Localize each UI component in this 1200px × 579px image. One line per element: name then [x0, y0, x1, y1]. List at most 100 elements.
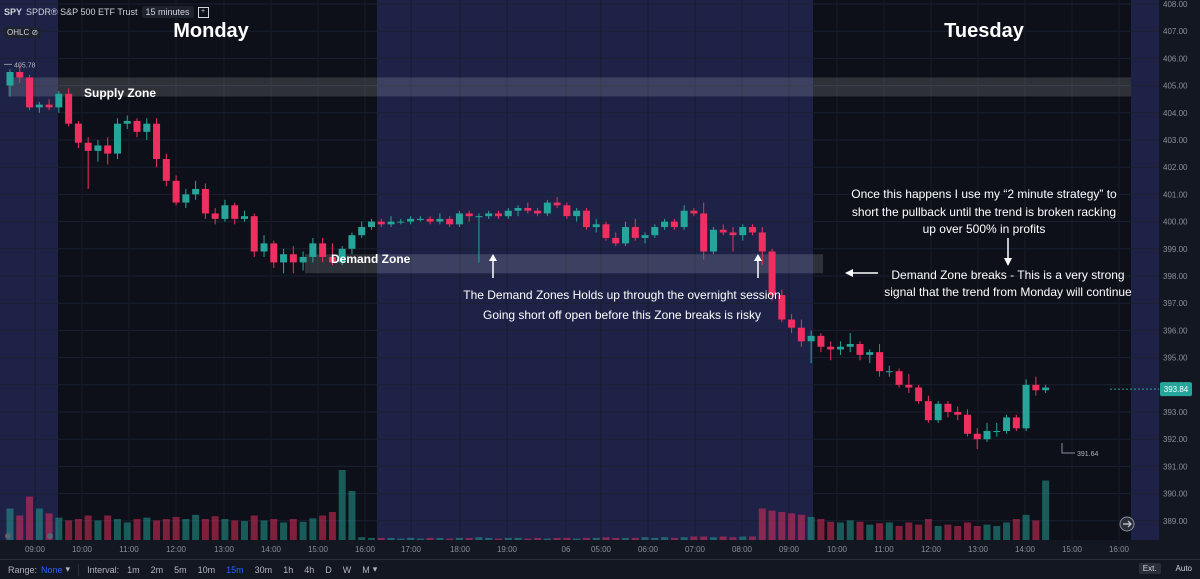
candle-body[interactable] — [377, 221, 385, 225]
candle-body[interactable] — [563, 205, 571, 217]
candle-body[interactable] — [631, 227, 639, 238]
candle-body[interactable] — [670, 221, 678, 228]
candle-body[interactable] — [338, 248, 346, 263]
candle-body[interactable] — [133, 120, 141, 132]
candle-body[interactable] — [778, 295, 786, 320]
candle-body[interactable] — [153, 123, 161, 160]
candle-body[interactable] — [993, 431, 1001, 433]
interval-option[interactable]: D — [325, 564, 332, 575]
candle-body[interactable] — [358, 227, 366, 236]
candle-body[interactable] — [328, 256, 336, 263]
time-axis[interactable] — [0, 540, 1159, 559]
candle-body[interactable] — [1003, 417, 1011, 432]
extended-hours-toggle[interactable]: Ext. — [1138, 563, 1161, 574]
candle-body[interactable] — [45, 104, 53, 108]
candle-body[interactable] — [475, 216, 483, 218]
candle-body[interactable] — [211, 213, 219, 219]
candle-body[interactable] — [651, 227, 659, 236]
candle-body[interactable] — [944, 403, 952, 412]
candle-body[interactable] — [221, 205, 229, 219]
arrow-right-icon[interactable] — [1123, 520, 1132, 528]
candle-body[interactable] — [836, 346, 844, 350]
candle-body[interactable] — [407, 218, 415, 222]
auto-scale-toggle[interactable]: Auto — [1175, 564, 1192, 573]
candle-body[interactable] — [485, 213, 493, 217]
candle-body[interactable] — [104, 145, 112, 154]
eye-off-icon[interactable]: ⊘ — [31, 28, 39, 37]
candle-body[interactable] — [446, 218, 454, 225]
candle-body[interactable] — [16, 72, 24, 78]
interval-option[interactable]: 10m — [197, 564, 216, 575]
symbol-header[interactable]: SPY SPDR® S&P 500 ETF Trust 15 minutes + — [4, 6, 209, 18]
price-axis[interactable] — [1159, 0, 1200, 559]
candle-body[interactable] — [240, 216, 248, 219]
candle-body[interactable] — [1032, 384, 1040, 391]
candle-body[interactable] — [299, 256, 307, 263]
candle-body[interactable] — [260, 243, 268, 252]
interval-option[interactable]: 1m — [127, 564, 140, 575]
range-select[interactable]: None — [41, 564, 63, 575]
candle-body[interactable] — [270, 243, 278, 263]
candle-body[interactable] — [231, 205, 239, 219]
candle-body[interactable] — [1022, 384, 1030, 429]
candle-body[interactable] — [905, 384, 913, 388]
candle-body[interactable] — [768, 251, 776, 296]
candle-body[interactable] — [983, 431, 991, 440]
candle-body[interactable] — [827, 346, 835, 350]
candle-body[interactable] — [280, 254, 288, 263]
candle-body[interactable] — [504, 210, 512, 217]
candle-body[interactable] — [885, 371, 893, 373]
candle-body[interactable] — [876, 352, 884, 372]
candle-body[interactable] — [74, 123, 82, 143]
candle-body[interactable] — [26, 77, 34, 108]
interval-option[interactable]: 1h — [283, 564, 294, 575]
candle-body[interactable] — [709, 229, 717, 252]
candle-body[interactable] — [963, 414, 971, 434]
interval-badge[interactable]: 15 minutes — [141, 6, 194, 18]
candle-body[interactable] — [895, 371, 903, 385]
candle-body[interactable] — [719, 229, 727, 233]
candle-body[interactable] — [143, 123, 151, 132]
interval-option[interactable]: 4h — [304, 564, 315, 575]
candle-body[interactable] — [123, 120, 131, 124]
candle-body[interactable] — [113, 123, 121, 154]
candle-body[interactable] — [534, 210, 542, 214]
candle-body[interactable] — [65, 93, 73, 124]
candle-body[interactable] — [661, 221, 669, 228]
candle-body[interactable] — [856, 344, 864, 355]
interval-option[interactable]: 15m — [226, 564, 244, 575]
candle-body[interactable] — [367, 221, 375, 228]
candle-body[interactable] — [94, 145, 102, 151]
candle-body[interactable] — [866, 352, 874, 355]
interval-option[interactable]: 2m — [150, 564, 164, 575]
candle-body[interactable] — [416, 218, 424, 220]
candle-body[interactable] — [319, 243, 327, 257]
candle-body[interactable] — [641, 235, 649, 238]
candle-body[interactable] — [55, 93, 63, 108]
ohlc-toggle[interactable]: OHLC ⊘ — [4, 27, 42, 38]
candle-body[interactable] — [1012, 417, 1020, 429]
candle-body[interactable] — [35, 104, 43, 108]
candle-body[interactable] — [309, 243, 317, 257]
candle-body[interactable] — [172, 180, 180, 203]
candle-body[interactable] — [846, 344, 854, 347]
candle-body[interactable] — [582, 210, 590, 228]
candle-body[interactable] — [602, 224, 610, 238]
candle-body[interactable] — [455, 213, 463, 225]
candle-body[interactable] — [788, 319, 796, 328]
candle-body[interactable] — [758, 232, 766, 252]
candle-body[interactable] — [954, 412, 962, 415]
candle-body[interactable] — [514, 208, 522, 211]
candle-body[interactable] — [201, 188, 209, 214]
candle-body[interactable] — [934, 403, 942, 421]
candle-body[interactable] — [495, 213, 502, 217]
candle-body[interactable] — [749, 227, 757, 233]
candle-body[interactable] — [426, 218, 434, 222]
candle-body[interactable] — [250, 216, 258, 252]
candle-body[interactable] — [387, 221, 395, 225]
candle-body[interactable] — [289, 254, 297, 263]
candle-body[interactable] — [807, 335, 815, 342]
candle-body[interactable] — [612, 237, 620, 244]
candle-body[interactable] — [739, 227, 747, 236]
